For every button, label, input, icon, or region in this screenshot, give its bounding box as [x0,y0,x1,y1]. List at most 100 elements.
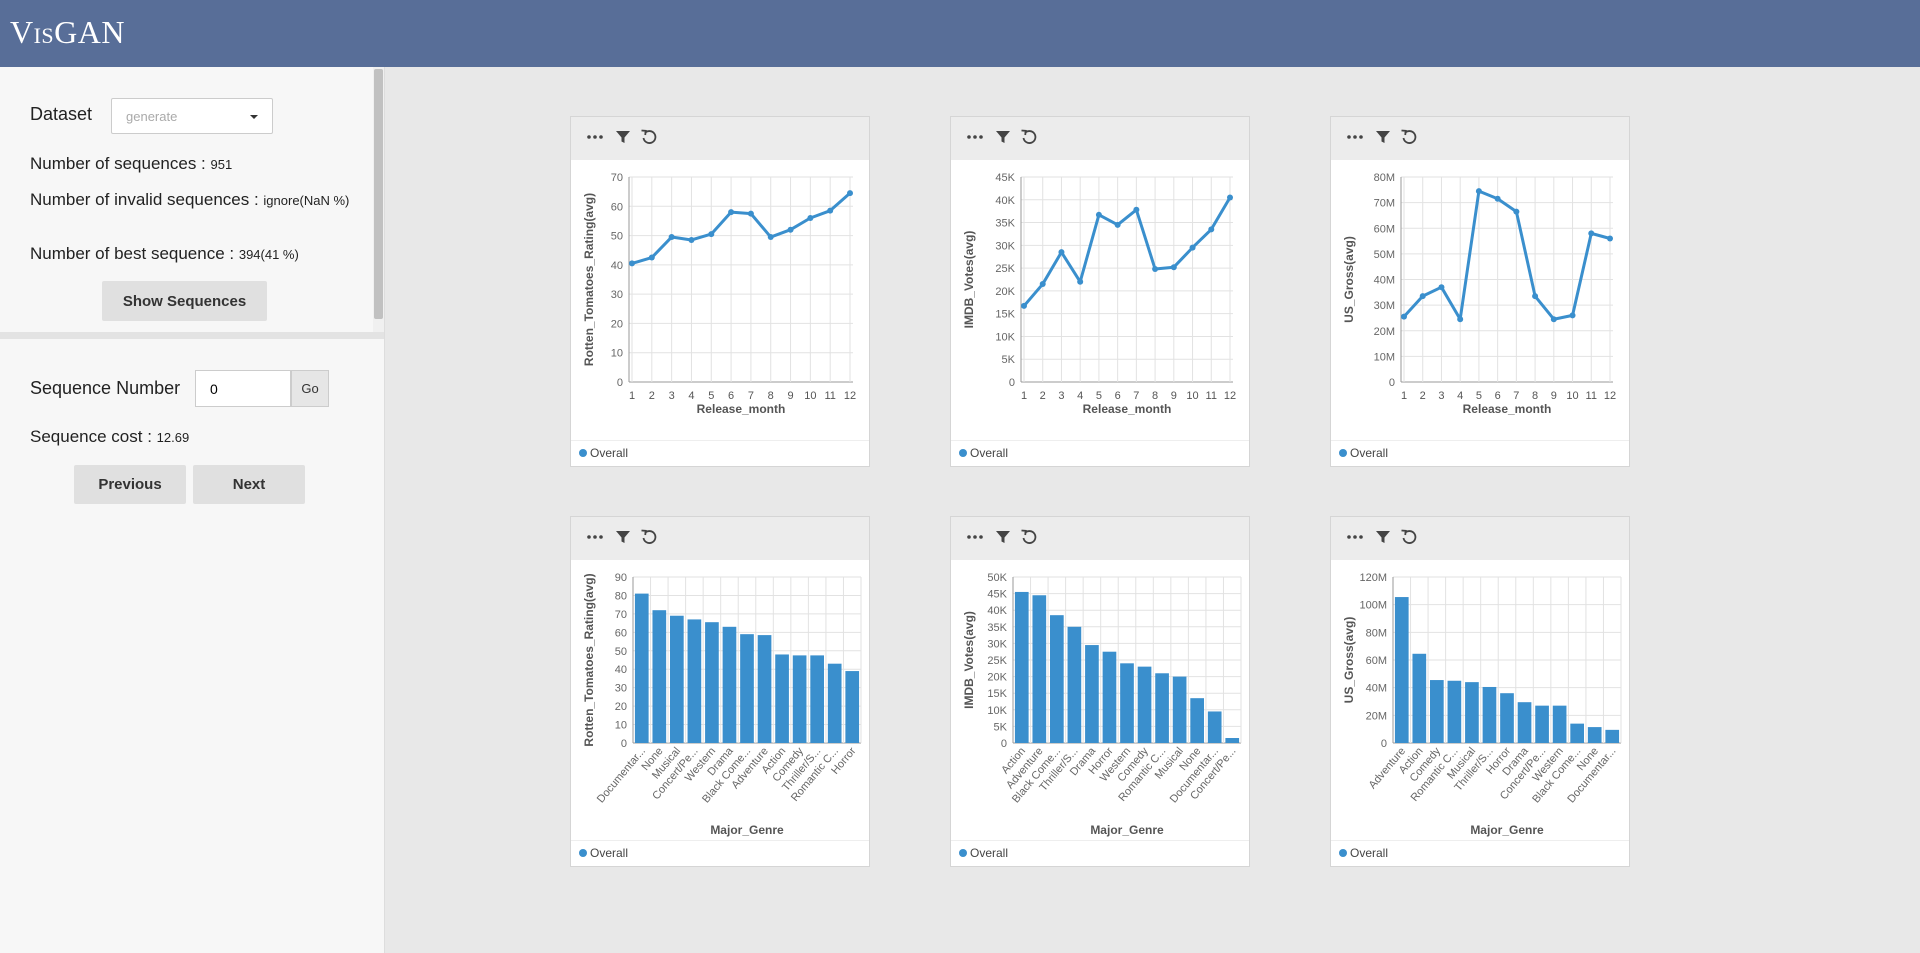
bar[interactable] [740,634,754,743]
bar[interactable] [810,655,824,743]
bar[interactable] [1102,651,1117,743]
data-point[interactable] [1095,211,1102,218]
data-point[interactable] [1170,264,1177,271]
reset-icon[interactable] [1019,127,1039,147]
reset-icon[interactable] [1019,527,1039,547]
data-point[interactable] [827,207,834,214]
sequence-number-input[interactable] [195,370,291,407]
data-point[interactable] [847,190,853,197]
next-button[interactable]: Next [193,465,305,504]
data-point[interactable] [1419,293,1426,300]
bar[interactable] [1535,705,1549,743]
bar[interactable] [1552,705,1567,743]
sidebar-scrollbar-thumb[interactable] [374,69,383,319]
chart-legend[interactable]: Overall [1331,440,1629,466]
bar[interactable] [1190,698,1204,743]
filter-icon[interactable] [613,127,633,147]
bar[interactable] [1517,702,1532,743]
bar[interactable] [1412,653,1427,743]
bar[interactable] [652,610,667,743]
bar[interactable] [634,593,649,743]
data-point[interactable] [1208,226,1215,233]
bar[interactable] [705,622,719,743]
data-point[interactable] [1058,249,1065,256]
filter-icon[interactable] [613,527,633,547]
data-point[interactable] [1189,244,1196,251]
go-button[interactable]: Go [291,370,329,407]
data-point[interactable] [648,254,655,261]
reset-icon[interactable] [1399,127,1419,147]
bar[interactable] [1155,673,1169,743]
data-point[interactable] [1588,230,1595,237]
data-point[interactable] [1227,194,1233,201]
data-point[interactable] [1114,221,1121,228]
chart-legend[interactable]: Overall [571,440,869,466]
show-sequences-button[interactable]: Show Sequences [102,281,267,321]
bar[interactable] [1465,682,1479,743]
data-point[interactable] [787,226,794,233]
bar[interactable] [670,615,684,743]
filter-icon[interactable] [1373,127,1393,147]
bar[interactable] [1050,615,1064,743]
chart-legend[interactable]: Overall [951,840,1249,866]
bar[interactable] [1570,723,1584,743]
bar[interactable] [1137,666,1152,743]
data-point[interactable] [1152,266,1159,273]
previous-button[interactable]: Previous [74,465,186,504]
data-point[interactable] [668,234,675,241]
data-point[interactable] [629,260,635,267]
bar[interactable] [1014,591,1029,743]
reset-icon[interactable] [639,127,659,147]
bar[interactable] [1207,711,1222,743]
data-point[interactable] [1438,284,1445,291]
data-point[interactable] [1039,281,1046,288]
more-icon[interactable] [585,527,605,547]
bar[interactable] [757,635,772,743]
data-point[interactable] [1513,208,1520,215]
bar[interactable] [1394,597,1409,743]
bar[interactable] [722,626,737,743]
data-point[interactable] [1021,302,1027,309]
bar[interactable] [1447,680,1462,743]
data-point[interactable] [708,231,715,238]
data-point[interactable] [1475,188,1482,195]
data-point[interactable] [1133,206,1140,213]
data-point[interactable] [1457,316,1464,323]
bar[interactable] [1587,727,1602,743]
data-point[interactable] [1569,312,1576,319]
filter-icon[interactable] [993,127,1013,147]
data-point[interactable] [807,215,814,221]
filter-icon[interactable] [1373,527,1393,547]
data-point[interactable] [1494,195,1501,202]
bar[interactable] [1032,595,1047,743]
bar[interactable] [1500,693,1514,743]
bar[interactable] [1482,686,1497,743]
bar[interactable] [1172,676,1187,743]
data-point[interactable] [747,210,754,217]
more-icon[interactable] [965,527,985,547]
more-icon[interactable] [1345,527,1365,547]
data-point[interactable] [1401,313,1407,320]
chart-legend[interactable]: Overall [1331,840,1629,866]
bar[interactable] [1605,729,1620,743]
more-icon[interactable] [1345,127,1365,147]
data-point[interactable] [1607,235,1613,242]
bar[interactable] [775,654,789,743]
data-point[interactable] [728,209,735,216]
bar[interactable] [1225,738,1240,743]
bar[interactable] [1067,626,1082,743]
chart-legend[interactable]: Overall [951,440,1249,466]
bar[interactable] [827,663,842,743]
bar[interactable] [1430,680,1444,743]
reset-icon[interactable] [1399,527,1419,547]
data-point[interactable] [688,236,695,243]
more-icon[interactable] [965,127,985,147]
bar[interactable] [687,619,702,743]
data-point[interactable] [767,234,774,241]
filter-icon[interactable] [993,527,1013,547]
bar[interactable] [1120,663,1134,743]
data-point[interactable] [1077,278,1084,285]
reset-icon[interactable] [639,527,659,547]
data-point[interactable] [1532,293,1539,300]
more-icon[interactable] [585,127,605,147]
